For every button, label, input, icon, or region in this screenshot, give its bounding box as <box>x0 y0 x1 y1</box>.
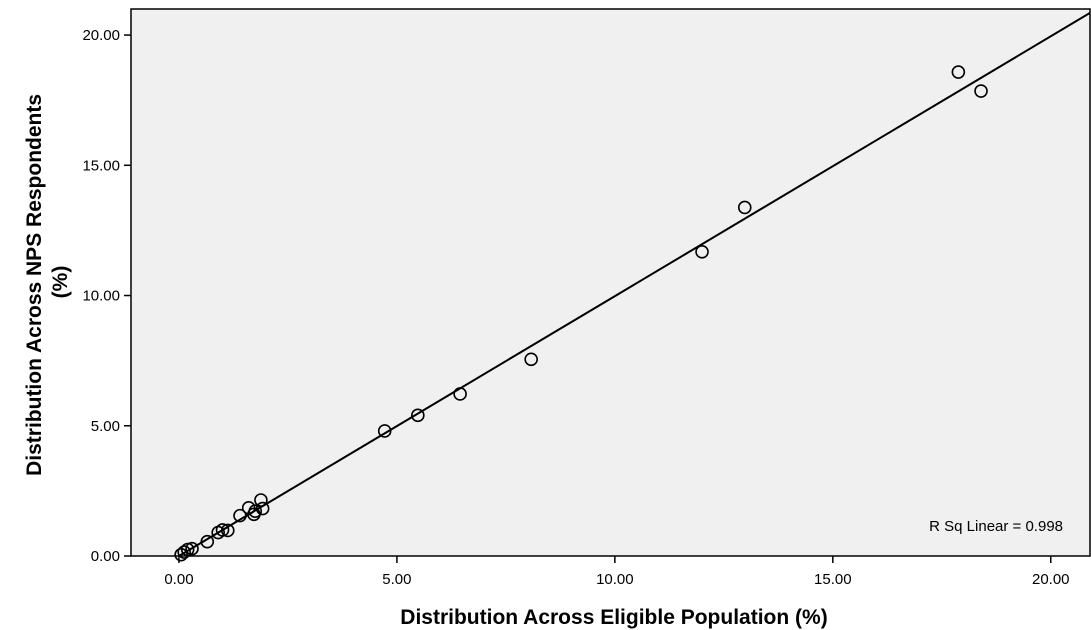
data-point <box>453 387 467 401</box>
data-points <box>174 65 988 562</box>
data-point <box>377 424 392 438</box>
x-tick-label: 0.00 <box>164 571 193 588</box>
fit-line <box>178 12 1091 557</box>
plot-background <box>130 8 1091 557</box>
r-squared-annotation: R Sq Linear = 0.998 <box>929 518 1063 535</box>
data-point <box>974 84 988 98</box>
data-point <box>695 244 709 259</box>
x-axis-title: Distribution Across Eligible Population … <box>400 606 827 629</box>
data-point <box>177 545 191 559</box>
data-point <box>411 408 425 423</box>
y-axis-ticks: 0.00 5.00 10.00 15.00 20.00 <box>82 27 131 565</box>
y-axis-title: Distribution Across NPS Respondents (%) <box>23 88 72 476</box>
data-point <box>524 352 538 367</box>
y-axis-title-line-1: Distribution Across NPS Respondents <box>23 94 46 476</box>
data-point <box>233 508 247 523</box>
data-point <box>248 504 263 518</box>
data-point <box>255 501 270 516</box>
data-point <box>737 200 752 215</box>
data-point <box>951 65 966 79</box>
y-tick-label: 15.00 <box>82 157 120 174</box>
x-tick-label: 20.00 <box>1032 571 1070 588</box>
data-point <box>254 493 268 507</box>
data-point <box>220 523 235 538</box>
y-tick-label: 5.00 <box>91 418 120 435</box>
x-axis-ticks: 0.00 5.00 10.00 15.00 20.00 <box>164 556 1070 588</box>
data-point <box>200 534 215 549</box>
y-axis-title-line-2: (%) <box>49 266 72 299</box>
y-tick-label: 10.00 <box>82 288 120 305</box>
data-point <box>215 523 230 537</box>
x-tick-label: 15.00 <box>814 571 852 588</box>
data-point <box>185 541 199 556</box>
x-tick-label: 10.00 <box>596 571 634 588</box>
x-tick-label: 5.00 <box>382 571 411 588</box>
y-tick-label: 20.00 <box>82 27 120 44</box>
y-tick-label: 0.00 <box>91 548 120 565</box>
